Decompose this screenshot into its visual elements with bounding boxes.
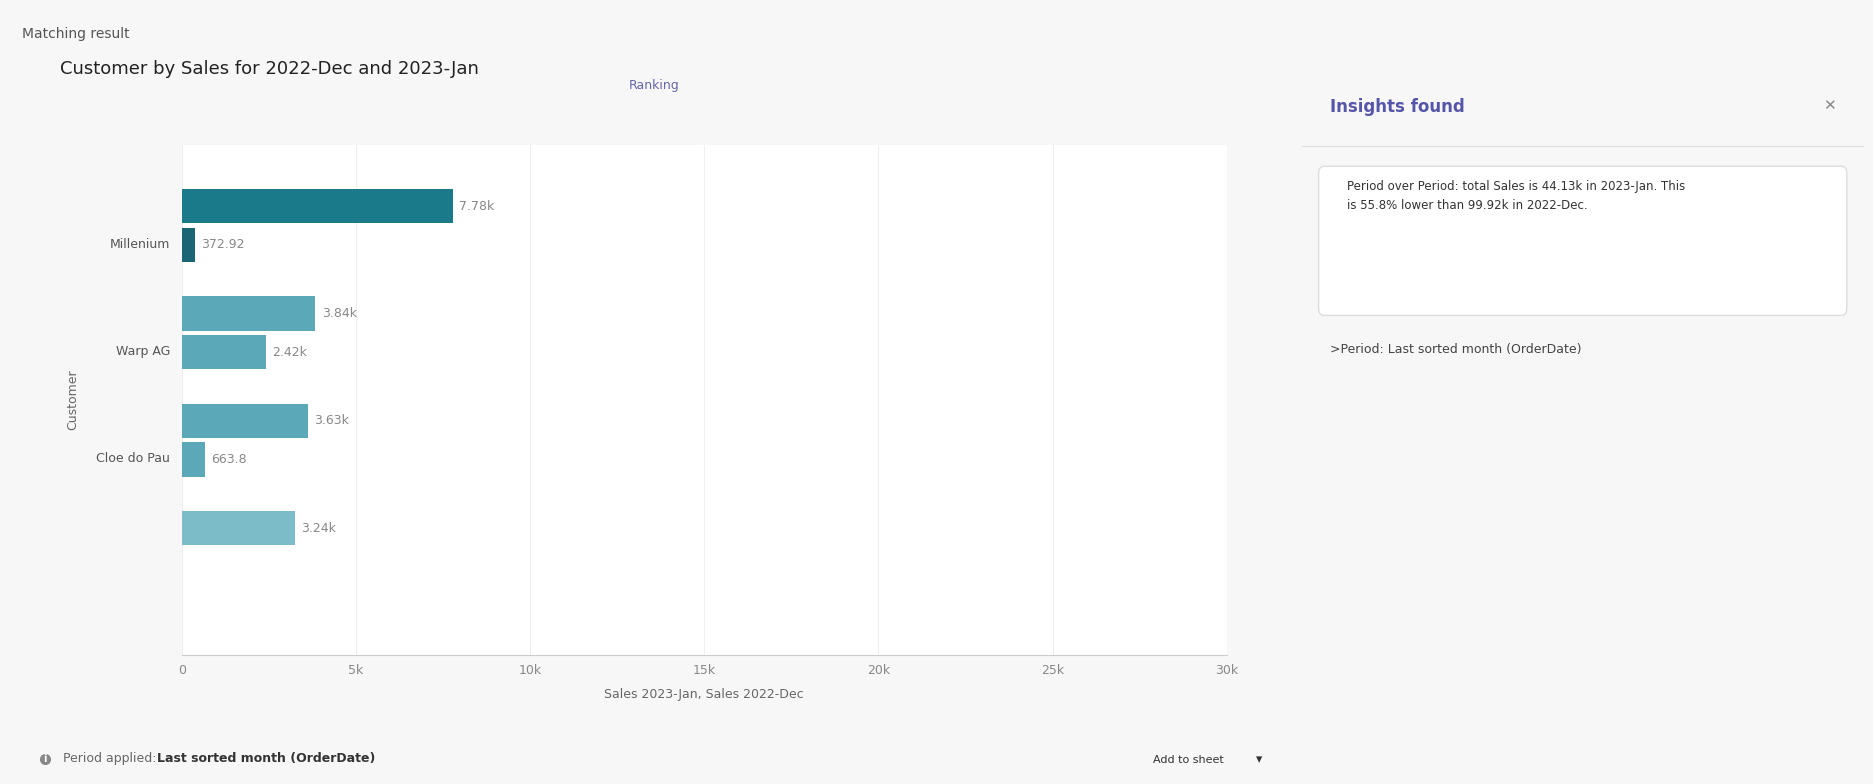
Text: 372.92: 372.92 [200,238,245,252]
Text: Period applied:: Period applied: [64,752,161,765]
Text: i: i [43,753,47,764]
Text: Last sorted month (OrderDate): Last sorted month (OrderDate) [157,752,376,765]
Bar [182,442,204,477]
Bar [182,296,315,331]
Text: ✕: ✕ [1822,99,1836,114]
Bar [182,404,309,438]
X-axis label: Sales 2023-Jan, Sales 2022-Dec: Sales 2023-Jan, Sales 2022-Dec [605,688,804,702]
Text: 3.63k: 3.63k [315,414,348,427]
Text: 3.24k: 3.24k [302,521,335,535]
Text: 3.84k: 3.84k [322,307,356,320]
FancyBboxPatch shape [1319,166,1847,315]
Bar [182,335,266,369]
Text: Matching result: Matching result [22,27,129,42]
Text: ▾: ▾ [1255,753,1262,766]
Text: 663.8: 663.8 [212,453,247,466]
Text: Customer by Sales for 2022-Dec and 2023-Jan: Customer by Sales for 2022-Dec and 2023-… [60,60,479,78]
Bar [182,227,195,262]
Bar [182,189,453,223]
Text: 2.42k: 2.42k [272,346,307,358]
Text: Insights found: Insights found [1330,99,1465,117]
Text: Period over Period: total Sales is 44.13k in 2023-Jan. This
is 55.8% lower than : Period over Period: total Sales is 44.13… [1347,180,1686,212]
Text: >Period: Last sorted month (OrderDate): >Period: Last sorted month (OrderDate) [1330,343,1581,356]
Text: Add to sheet: Add to sheet [1154,755,1223,764]
Text: 7.78k: 7.78k [459,200,494,212]
Bar [182,511,294,545]
Text: Ranking: Ranking [629,79,680,92]
Y-axis label: Customer: Customer [66,369,79,430]
